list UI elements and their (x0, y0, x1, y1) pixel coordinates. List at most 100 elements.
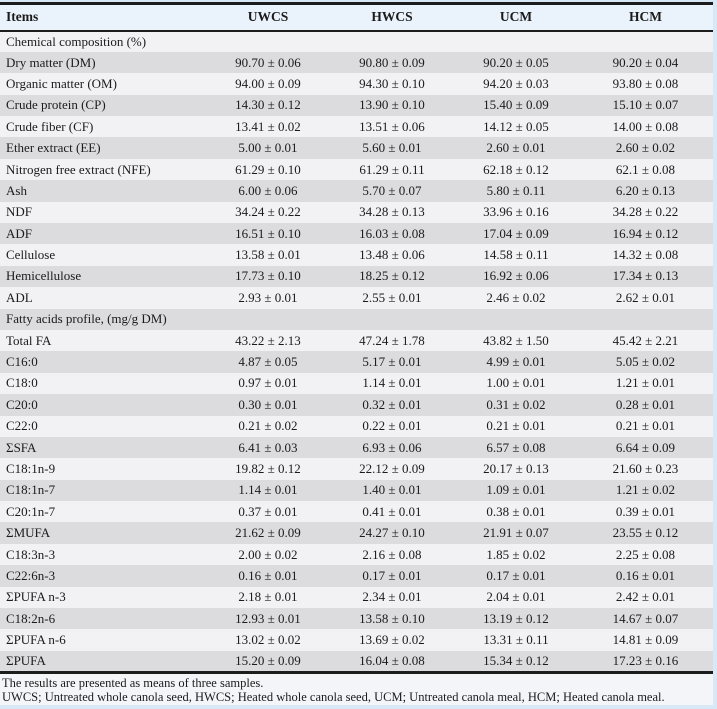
cell-value: 14.12 ± 0.05 (483, 118, 549, 134)
cell-value: 1.14 ± 0.01 (238, 482, 298, 498)
row-label: Hemicellulose (6, 268, 82, 284)
header-row: Items UWCS HWCS UCM HCM (0, 3, 713, 31)
cell-value: 34.28 ± 0.13 (359, 204, 425, 220)
cell-value: 15.40 ± 0.09 (483, 97, 549, 113)
cell-value: 0.28 ± 0.01 (615, 396, 676, 412)
cell-value: 15.10 ± 0.07 (612, 97, 679, 113)
cell-value: 21.60 ± 0.23 (612, 461, 679, 476)
table-row: C18:3n-3 2.00 ± 0.02 2.16 ± 0.08 1.85 ± 0.0… (0, 543, 713, 566)
table-row: NDF 34.24 ± 0.22 34.28 ± 0.13 33.96 ± 0.16 3… (0, 201, 713, 224)
footnote-abbreviations: UWCS; Untreated whole canola seed, HWCS;… (2, 690, 665, 705)
row-label: C22:0 (6, 418, 38, 434)
table-row: Dry matter (DM) 90.70 ± 0.06 90.80 ± 0.09 9… (0, 51, 713, 74)
cell-value: 94.30 ± 0.10 (359, 75, 425, 91)
cell-value: 0.31 ± 0.02 (486, 396, 546, 412)
cell-value: 2.00 ± 0.02 (238, 546, 298, 562)
table-row: ADF 16.51 ± 0.10 16.03 ± 0.08 17.04 ± 0.09 1… (0, 223, 713, 245)
cell-value: 17.73 ± 0.10 (235, 268, 301, 284)
table-header: Items UWCS HWCS UCM HCM (0, 3, 713, 31)
cell-value: 15.20 ± 0.09 (235, 652, 301, 668)
column-header-items: Items (6, 9, 39, 25)
row-label: ADL (6, 289, 33, 305)
cell-value: 1.21 ± 0.02 (615, 482, 676, 498)
cell-value: 6.00 ± 0.06 (238, 182, 298, 198)
table-row: C18:2n-6 12.93 ± 0.01 13.58 ± 0.10 13.19 ± … (0, 608, 713, 630)
cell-value: 2.18 ± 0.01 (238, 589, 298, 605)
cell-value: 15.34 ± 0.12 (483, 652, 549, 668)
cell-value: 14.58 ± 0.11 (483, 247, 549, 263)
row-label: C18:0 (6, 375, 38, 391)
cell-value: 0.16 ± 0.01 (238, 567, 298, 583)
column-header-hwcs: HWCS (371, 9, 413, 25)
row-label: Crude fiber (CF) (6, 118, 94, 134)
cell-value: 0.37 ± 0.01 (238, 503, 298, 519)
column-header-uwcs: UWCS (247, 9, 289, 25)
table-row: Crude protein (CP) 14.30 ± 0.12 13.90 ± 0.… (0, 94, 713, 117)
table-row: ADL 2.93 ± 0.01 2.55 ± 0.01 2.46 ± 0.02 2.62… (0, 287, 713, 309)
row-label: C22:6n-3 (6, 567, 56, 583)
row-label: C20:0 (6, 396, 38, 412)
column-header-ucm: UCM (499, 9, 533, 25)
cell-value: 62.18 ± 0.12 (483, 161, 549, 177)
cell-value: 14.67 ± 0.07 (612, 610, 679, 626)
cell-value: 4.99 ± 0.01 (486, 354, 546, 370)
cell-value: 13.19 ± 0.12 (483, 610, 549, 626)
cell-value: 6.41 ± 0.03 (238, 439, 298, 455)
row-label: Crude protein (CP) (6, 97, 106, 113)
cell-value: 0.32 ± 0.01 (362, 396, 422, 412)
cell-value: 90.20 ± 0.05 (483, 54, 549, 70)
cell-value: 0.21 ± 0.01 (615, 418, 676, 434)
cell-value: 4.87 ± 0.05 (238, 354, 298, 370)
cell-value: 14.32 ± 0.08 (612, 247, 679, 263)
cell-value: 2.34 ± 0.01 (362, 589, 422, 605)
table-row: C16:0 4.87 ± 0.05 5.17 ± 0.01 4.99 ± 0.01 5.… (0, 351, 713, 373)
table-row: ΣMUFA 21.62 ± 0.09 24.27 ± 0.10 21.91 ± 0.0… (0, 522, 713, 544)
table-row: Crude fiber (CF) 13.41 ± 0.02 13.51 ± 0.06… (0, 116, 713, 138)
cell-value: 22.12 ± 0.09 (359, 461, 425, 476)
cell-value: 6.93 ± 0.06 (362, 439, 422, 455)
cell-value: 0.22 ± 0.01 (362, 418, 422, 434)
table-row: Ash 6.00 ± 0.06 5.70 ± 0.07 5.80 ± 0.11 6.20… (0, 180, 713, 202)
cell-value: 2.16 ± 0.08 (362, 546, 422, 562)
table-row: C20:0 0.30 ± 0.01 0.32 ± 0.01 0.31 ± 0.02 0.… (0, 394, 713, 416)
table-row: C18:1n-7 1.14 ± 0.01 1.40 ± 0.01 1.09 ± 0.0… (0, 479, 713, 502)
table-row: Ether extract (EE) 5.00 ± 0.01 5.60 ± 0.01… (0, 137, 713, 159)
cell-value: 0.17 ± 0.01 (486, 567, 546, 583)
cell-value: 1.21 ± 0.01 (615, 375, 676, 391)
column-header-hcm: HCM (629, 9, 662, 25)
cell-value: 24.27 ± 0.10 (359, 525, 425, 541)
table-row: C22:6n-3 0.16 ± 0.01 0.17 ± 0.01 0.17 ± 0.0… (0, 565, 713, 587)
cell-value: 17.34 ± 0.13 (612, 268, 679, 284)
table-row: ΣSFA 6.41 ± 0.03 6.93 ± 0.06 6.57 ± 0.08 6.6… (0, 436, 713, 459)
cell-value: 2.62 ± 0.01 (615, 289, 676, 305)
cell-value: 5.17 ± 0.01 (362, 354, 422, 370)
cell-value: 13.51 ± 0.06 (359, 118, 425, 134)
cell-value: 6.20 ± 0.13 (615, 182, 676, 198)
cell-value: 23.55 ± 0.12 (612, 525, 679, 541)
row-label: C20:1n-7 (6, 503, 56, 519)
cell-value: 0.30 ± 0.01 (238, 396, 298, 412)
cell-value: 2.04 ± 0.01 (486, 589, 546, 605)
cell-value: 34.28 ± 0.22 (612, 204, 679, 220)
cell-value: 2.60 ± 0.02 (615, 140, 676, 156)
cell-value: 1.14 ± 0.01 (362, 375, 422, 391)
cell-value: 93.80 ± 0.08 (612, 75, 679, 91)
table-row: ΣPUFA n-6 13.02 ± 0.02 13.69 ± 0.02 13.31 ±… (0, 629, 713, 651)
row-label: ΣPUFA n-6 (6, 632, 66, 648)
table-row: Total FA 43.22 ± 2.13 47.24 ± 1.78 43.82 ± … (0, 329, 713, 352)
row-label: Dry matter (DM) (6, 54, 96, 70)
cell-value: 13.90 ± 0.10 (359, 97, 425, 113)
cell-value: 0.17 ± 0.01 (362, 567, 422, 583)
cell-value: 2.55 ± 0.01 (362, 289, 422, 305)
row-label: ΣPUFA n-3 (6, 589, 66, 605)
cell-value: 13.31 ± 0.11 (483, 632, 549, 648)
table-row: Nitrogen free extract (NFE) 61.29 ± 0.10 6… (0, 158, 713, 181)
cell-value: 90.70 ± 0.06 (235, 54, 301, 70)
cell-value: 16.51 ± 0.10 (235, 225, 301, 241)
cell-value: 61.29 ± 0.11 (359, 161, 425, 177)
row-label: Organic matter (OM) (6, 75, 117, 91)
cell-value: 1.09 ± 0.01 (486, 482, 546, 498)
row-label: Cellulose (6, 247, 56, 263)
cell-value: 16.03 ± 0.08 (359, 225, 425, 241)
cell-value: 13.58 ± 0.01 (235, 247, 301, 263)
